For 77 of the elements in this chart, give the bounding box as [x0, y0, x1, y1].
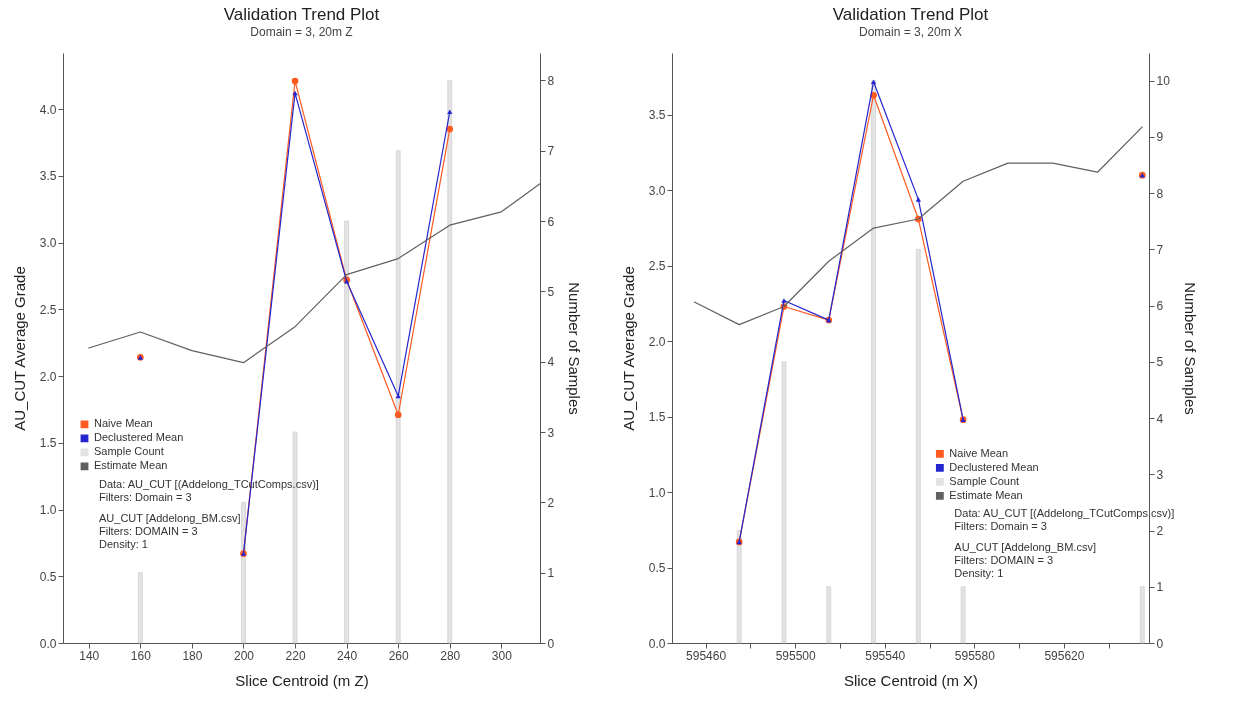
y-tick-label: 3.0 — [39, 236, 57, 251]
y2-tick-label: 5 — [1156, 355, 1164, 370]
y2-tick-label: 8 — [547, 73, 555, 88]
legend-label: Sample Count — [949, 474, 1020, 487]
annotation: Filters: DOMAIN = 3 — [954, 554, 1054, 567]
x-axis-title: Slice Centroid (m Z) — [235, 671, 369, 689]
x-tick-label: 280 — [440, 648, 461, 663]
x-tick-label: 595460 — [686, 648, 727, 663]
y-tick-label: 1.0 — [648, 485, 666, 500]
legend-label: Declustered Mean — [94, 431, 184, 444]
x-tick-label: 160 — [130, 648, 152, 663]
y-tick-label: 3.5 — [39, 169, 57, 184]
y-tick-label: 1.0 — [39, 503, 57, 518]
y-tick-label: 1.5 — [39, 436, 57, 451]
x-tick-label: 200 — [233, 648, 255, 663]
y2-tick-label: 6 — [547, 214, 555, 229]
y2-tick-label: 2 — [547, 495, 555, 510]
y-tick-label: 0.5 — [39, 569, 57, 584]
x-tick-label: 220 — [285, 648, 306, 663]
y2-tick-label: 3 — [547, 425, 555, 440]
y2-tick-label: 4 — [1156, 411, 1164, 426]
y2-tick-label: 0 — [1156, 636, 1164, 651]
y2-tick-label: 7 — [1156, 242, 1164, 257]
y-tick-label: 2.5 — [39, 302, 57, 317]
legend-label: Declustered Mean — [949, 460, 1039, 473]
y2-tick-label: 3 — [1156, 467, 1164, 482]
y2-tick-label: 0 — [547, 636, 555, 651]
x-tick-label: 140 — [79, 648, 100, 663]
chart-subtitle: Domain = 3, 20m Z — [250, 25, 353, 39]
x-axis-title: Slice Centroid (m X) — [843, 671, 979, 689]
y2-tick-label: 10 — [1156, 74, 1171, 89]
y2-tick-label: 7 — [547, 144, 555, 159]
x-tick-label: 595500 — [775, 648, 817, 663]
y-tick-label: 3.0 — [648, 183, 666, 198]
annotation: Filters: Domain = 3 — [99, 490, 192, 503]
x-tick-label: 300 — [491, 648, 513, 663]
y2-tick-label: 1 — [1156, 580, 1164, 595]
y-tick-label: 0.0 — [39, 636, 57, 651]
annotation: Density: 1 — [99, 537, 148, 550]
x-tick-label: 180 — [182, 648, 203, 663]
annotation: Density: 1 — [954, 567, 1004, 580]
y2-tick-label: 6 — [1156, 299, 1164, 314]
y-tick-label: 2.0 — [39, 369, 57, 384]
y2-tick-label: 2 — [1156, 524, 1164, 539]
y2-axis-title: Number of Samples — [566, 282, 584, 415]
y-tick-label: 0.5 — [648, 561, 666, 576]
legend-label: Naive Mean — [94, 417, 153, 430]
y2-tick-label: 5 — [547, 284, 555, 299]
y-tick-label: 3.5 — [648, 108, 666, 123]
annotation: AU_CUT [Addelong_BM.csv] — [954, 541, 1096, 554]
y-tick-label: 4.0 — [39, 102, 57, 117]
y2-tick-label: 1 — [547, 566, 555, 581]
x-tick-label: 595580 — [954, 648, 996, 663]
y-tick-label: 2.5 — [648, 259, 666, 274]
annotation: Filters: Domain = 3 — [954, 520, 1047, 533]
chart-title: Validation Trend Plot — [223, 5, 380, 24]
x-tick-label: 260 — [388, 648, 410, 663]
y-tick-label: 1.5 — [648, 410, 666, 425]
chart-subtitle: Domain = 3, 20m X — [858, 25, 963, 39]
x-tick-label: 595540 — [865, 648, 906, 663]
y2-axis-title: Number of Samples — [1181, 282, 1199, 415]
y-tick-label: 2.0 — [648, 334, 666, 349]
legend-label: Sample Count — [94, 445, 164, 458]
y2-tick-label: 9 — [1156, 130, 1164, 145]
y2-tick-label: 8 — [1156, 186, 1164, 201]
legend-label: Naive Mean — [949, 446, 1009, 459]
annotation: Filters: DOMAIN = 3 — [99, 524, 198, 537]
legend-label: Estimate Mean — [949, 488, 1023, 501]
y-tick-label: 0.0 — [648, 636, 666, 651]
legend-label: Estimate Mean — [94, 459, 168, 472]
y-axis-title: AU_CUT Average Grade — [10, 266, 28, 431]
chart-title: Validation Trend Plot — [832, 5, 989, 24]
y2-tick-label: 4 — [547, 355, 555, 370]
x-tick-label: 595620 — [1044, 648, 1085, 663]
annotation: AU_CUT [Addelong_BM.csv] — [99, 511, 241, 524]
x-tick-label: 240 — [337, 648, 358, 663]
y-axis-title: AU_CUT Average Grade — [619, 266, 637, 431]
